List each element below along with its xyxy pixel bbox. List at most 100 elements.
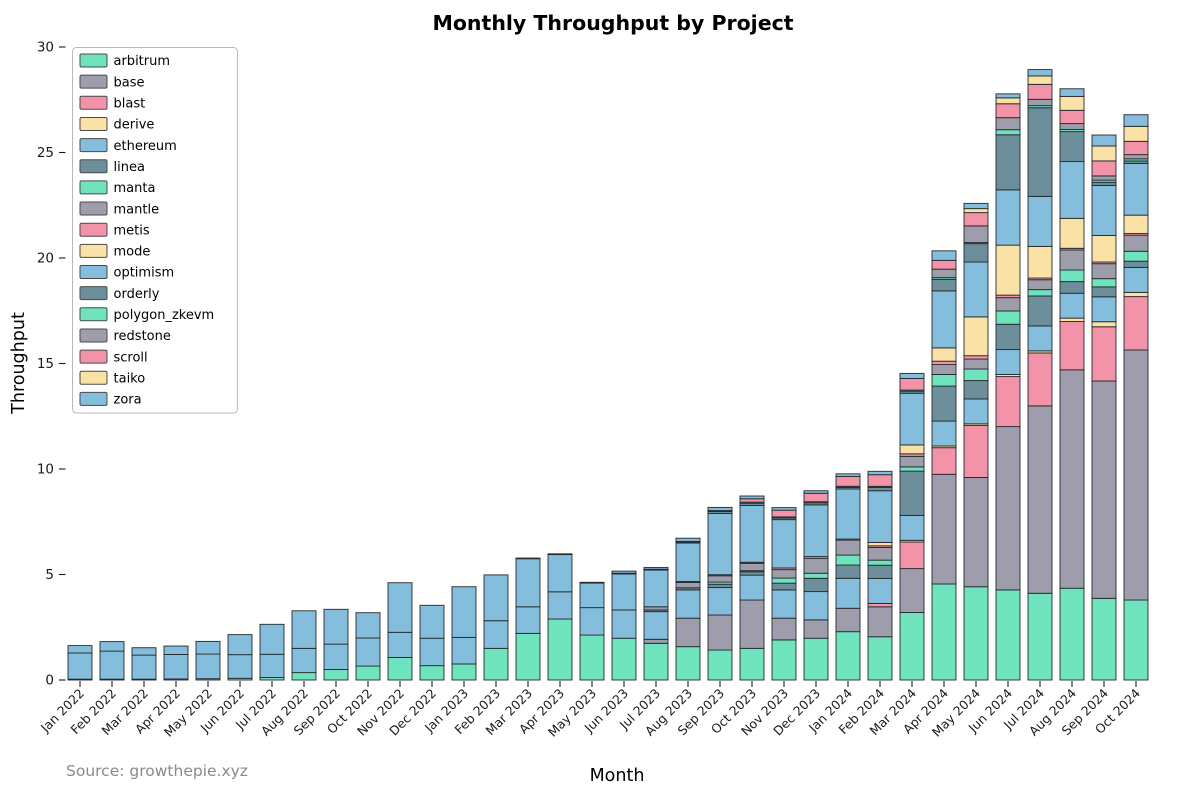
legend-item-optimism: optimism (79, 265, 174, 281)
bar-segment-ethereum (963, 398, 989, 425)
bar-segment-optimism (579, 582, 605, 609)
bar-segment-blast (1091, 326, 1117, 382)
legend-label-zora: zora (114, 393, 142, 408)
bar-segment-optimism (867, 490, 893, 543)
bar-segment-base (1091, 380, 1117, 599)
bar-segment-manta (835, 554, 861, 566)
y-tick-label: 30 (37, 40, 54, 56)
y-tick-label: 0 (45, 673, 54, 689)
bar-segment-orderly (867, 486, 893, 492)
bar-segment-base (835, 607, 861, 633)
legend-item-taiko: taiko (79, 370, 146, 386)
y-tick-label: 20 (37, 251, 54, 267)
bar-segment-ethereum (1027, 325, 1053, 352)
bar-segment-manta (931, 374, 957, 387)
bar-segment-zora (931, 250, 957, 261)
bar-segment-ethereum (451, 636, 477, 665)
bar-segment-ethereum (515, 606, 541, 634)
legend-item-linea: linea (79, 159, 145, 175)
bar-segment-arbitrum (451, 663, 477, 681)
bar-segment-polygon_zkevm (995, 129, 1021, 136)
bar-segment-base (803, 619, 829, 639)
bar-segment-optimism (99, 641, 125, 652)
legend-swatch-mode (79, 243, 108, 258)
legend-swatch-manta (79, 180, 108, 195)
bar-segment-optimism (131, 647, 157, 656)
bar-segment-blast (899, 541, 925, 570)
bar-segment-ethereum (867, 578, 893, 604)
bar-segment-mode (963, 316, 989, 357)
bar-mar-2022 (131, 647, 157, 681)
bar-segment-linea (835, 564, 861, 579)
y-axis: 0 5 10 15 20 25 30 (37, 40, 66, 689)
bar-segment-arbitrum (579, 634, 605, 681)
bar-segment-zora (611, 570, 637, 574)
bar-segment-redstone (931, 268, 957, 279)
bar-segment-optimism (227, 634, 253, 656)
bar-segment-optimism (1091, 184, 1117, 236)
legend-label-arbitrum: arbitrum (114, 54, 171, 69)
bar-segment-optimism (515, 558, 541, 608)
bar-segment-ethereum (1123, 267, 1149, 293)
bar-segment-scroll (1123, 140, 1149, 156)
bar-segment-redstone (963, 225, 989, 244)
legend-swatch-orderly (79, 286, 108, 301)
legend-label-base: base (114, 75, 145, 90)
bar-segment-zora (675, 537, 701, 542)
source-note: Source: growthepie.xyz (66, 762, 248, 780)
bar-segment-arbitrum (1027, 592, 1053, 681)
bar-segment-ethereum (771, 589, 797, 619)
bar-segment-mode (995, 244, 1021, 296)
bar-segment-scroll (867, 474, 893, 487)
bar-segment-optimism (963, 261, 989, 318)
bar-apr-2022 (163, 645, 189, 681)
bar-segment-zora (963, 202, 989, 210)
bar-segment-ethereum (931, 420, 957, 447)
bar-segment-scroll (995, 103, 1021, 119)
bar-segment-base (995, 426, 1021, 591)
bar-segment-optimism (611, 573, 637, 611)
bar-segment-base (1059, 369, 1085, 589)
legend-swatch-blast (79, 95, 108, 110)
legend-label-ethereum: ethereum (114, 139, 177, 154)
bar-segment-polygon_zkevm (579, 581, 605, 584)
bar-segment-taiko (1027, 75, 1053, 85)
bar-segment-ethereum (579, 607, 605, 636)
bar-segment-scroll (835, 475, 861, 487)
bar-segment-ethereum (227, 654, 253, 679)
bar-segment-mantle (1027, 279, 1053, 291)
bar-segment-arbitrum (547, 618, 573, 681)
bar-segment-scroll (771, 509, 797, 518)
bar-segment-scroll (899, 378, 925, 391)
legend-swatch-ethereum (79, 138, 108, 153)
bar-segment-manta (1123, 250, 1149, 262)
bar-segment-arbitrum (803, 637, 829, 681)
legend-swatch-metis (79, 222, 108, 237)
bar-segment-zora (867, 470, 893, 476)
bar-segment-base (931, 473, 957, 585)
bar-jan-2022 (67, 645, 93, 681)
bar-segment-scroll (963, 212, 989, 227)
legend-item-scroll: scroll (79, 349, 148, 365)
bar-segment-arbitrum (515, 632, 541, 681)
bar-segment-arbitrum (675, 646, 701, 681)
bar-segment-derive (1123, 291, 1149, 298)
bar-segment-ethereum (387, 631, 413, 658)
bar-segment-ethereum (643, 611, 669, 640)
legend-label-metis: metis (114, 223, 150, 238)
bar-feb-2024 (867, 470, 893, 681)
bar-jun-2023 (611, 570, 637, 681)
legend-label-manta: manta (114, 181, 156, 196)
bar-segment-mantle (675, 582, 701, 589)
legend-label-linea: linea (114, 160, 145, 175)
bar-segment-zora (995, 93, 1021, 99)
legend-label-taiko: taiko (114, 371, 146, 386)
bar-segment-mantle (1059, 249, 1085, 271)
bar-segment-manta (771, 577, 797, 584)
bar-segment-ethereum (899, 514, 925, 541)
bar-segment-mode (1091, 234, 1117, 263)
bar-segment-manta (803, 572, 829, 579)
bar-segment-base (771, 617, 797, 641)
bar-segment-base (1027, 405, 1053, 594)
